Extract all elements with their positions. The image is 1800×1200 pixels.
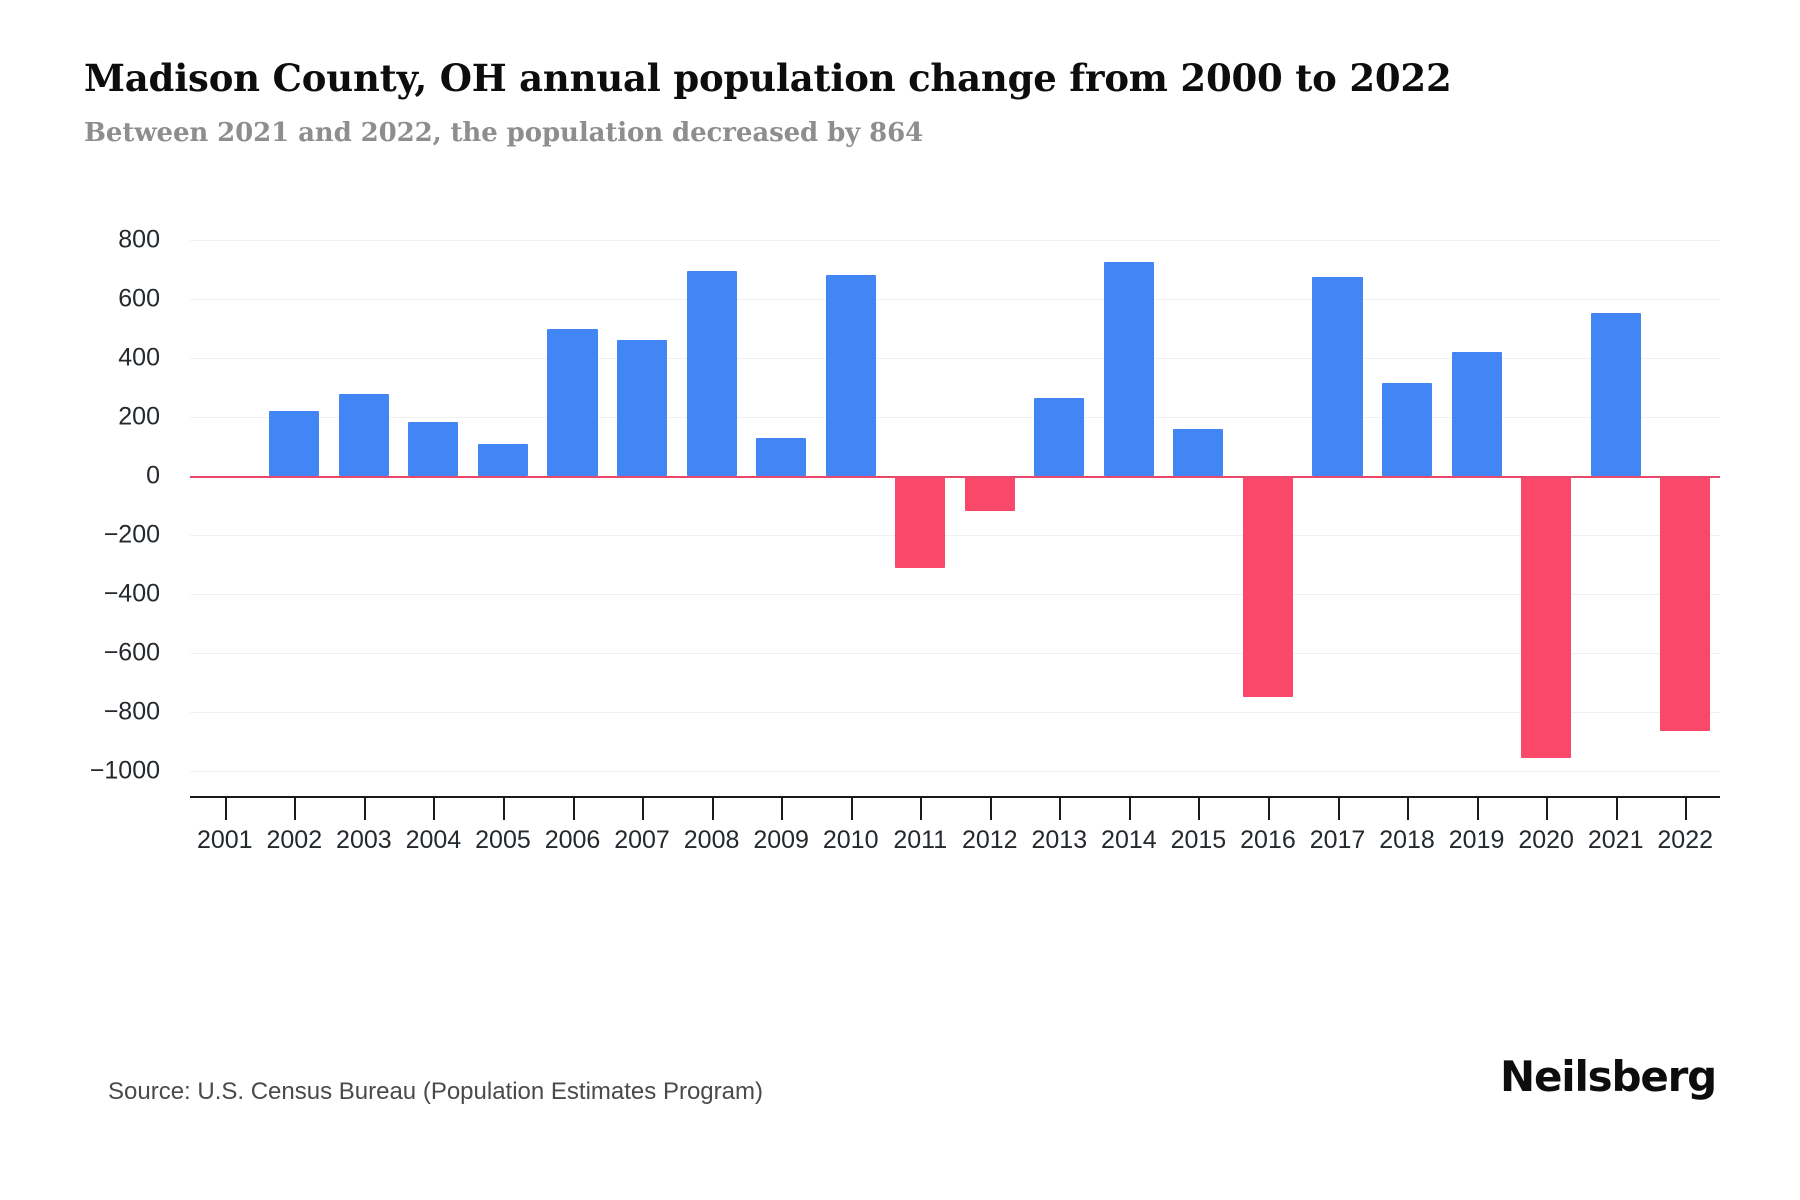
x-tick bbox=[363, 798, 366, 820]
y-tick-label: 600 bbox=[118, 284, 160, 313]
bar-2016[interactable] bbox=[1242, 476, 1293, 697]
x-tick bbox=[1267, 798, 1270, 820]
x-tick-label: 2015 bbox=[1170, 826, 1227, 854]
y-tick-label: −800 bbox=[103, 697, 160, 726]
y-tick-label: 800 bbox=[118, 225, 160, 254]
y-tick-label: 0 bbox=[146, 461, 160, 490]
brand-logo: Neilsberg bbox=[1500, 1052, 1717, 1101]
bar-2021[interactable] bbox=[1590, 313, 1641, 476]
x-tick bbox=[1685, 798, 1688, 820]
x-tick bbox=[224, 798, 227, 820]
x-axis-labels: 2001 2002 2003 2004 2005 2006 2007 2008 2009 2010… bbox=[190, 826, 1720, 866]
x-tick bbox=[433, 798, 436, 820]
x-tick-label: 2014 bbox=[1101, 826, 1157, 854]
gridline bbox=[190, 299, 1720, 300]
y-tick-label: −200 bbox=[103, 520, 160, 549]
bar-2022[interactable] bbox=[1660, 476, 1711, 731]
bar-2010[interactable] bbox=[825, 275, 876, 476]
x-tick-label: 2010 bbox=[822, 826, 879, 854]
y-tick-label: −600 bbox=[103, 638, 160, 667]
x-tick-label: 2006 bbox=[544, 826, 601, 854]
bar-2020[interactable] bbox=[1521, 476, 1572, 758]
gridline bbox=[190, 417, 1720, 418]
x-tick bbox=[711, 798, 714, 820]
y-tick-label: 200 bbox=[118, 402, 160, 431]
plot-area bbox=[190, 240, 1720, 772]
bar-2019[interactable] bbox=[1451, 352, 1502, 476]
x-tick-label: 2004 bbox=[405, 826, 462, 854]
x-tick-label: 2021 bbox=[1587, 826, 1644, 854]
x-tick bbox=[850, 798, 853, 820]
bar-2015[interactable] bbox=[1173, 428, 1224, 476]
x-tick bbox=[642, 798, 645, 820]
bar-2012[interactable] bbox=[964, 476, 1015, 511]
x-tick-label: 2007 bbox=[614, 826, 670, 854]
x-tick-label: 2018 bbox=[1379, 826, 1435, 854]
gridline bbox=[190, 653, 1720, 654]
x-tick-label: 2013 bbox=[1031, 826, 1088, 854]
x-tick bbox=[1059, 798, 1062, 820]
x-tick bbox=[920, 798, 923, 820]
x-tick bbox=[1337, 798, 1340, 820]
bar-2006[interactable] bbox=[547, 328, 598, 476]
x-tick bbox=[1476, 798, 1479, 820]
x-tick bbox=[1128, 798, 1131, 820]
gridline bbox=[190, 712, 1720, 713]
bar-2008[interactable] bbox=[686, 270, 737, 476]
x-tick-label: 2022 bbox=[1657, 826, 1714, 854]
y-tick-label: −400 bbox=[103, 579, 160, 608]
gridline bbox=[190, 535, 1720, 536]
bar-2004[interactable] bbox=[408, 422, 459, 476]
x-tick-label: 2009 bbox=[753, 826, 809, 854]
x-tick bbox=[781, 798, 784, 820]
bar-2002[interactable] bbox=[269, 410, 320, 476]
y-axis-labels: 800 600 400 200 0 −200 −400 −600 −800 −1000 bbox=[0, 226, 160, 785]
y-tick-label: 400 bbox=[118, 343, 160, 372]
chart-header: Madison County, OH annual population cha… bbox=[84, 56, 1724, 148]
x-tick-label: 2016 bbox=[1240, 826, 1296, 854]
x-tick-label: 2008 bbox=[683, 826, 740, 854]
x-tick-label: 2002 bbox=[266, 826, 323, 854]
bar-2005[interactable] bbox=[477, 443, 528, 476]
chart-subtitle: Between 2021 and 2022, the population de… bbox=[84, 118, 924, 148]
x-tick bbox=[1198, 798, 1201, 820]
bar-2017[interactable] bbox=[1312, 276, 1363, 476]
x-tick-label: 2020 bbox=[1518, 826, 1574, 854]
bar-2013[interactable] bbox=[1034, 398, 1085, 476]
gridline bbox=[190, 240, 1720, 241]
page-title: Madison County, OH annual population cha… bbox=[84, 56, 1452, 100]
gridline bbox=[190, 594, 1720, 595]
bar-2007[interactable] bbox=[617, 340, 668, 476]
x-axis-line bbox=[190, 796, 1720, 798]
x-tick-label: 2019 bbox=[1448, 826, 1505, 854]
x-tick bbox=[1407, 798, 1410, 820]
x-axis-ticks bbox=[190, 798, 1720, 820]
x-tick-label: 2001 bbox=[196, 826, 253, 854]
bar-2011[interactable] bbox=[895, 476, 946, 569]
x-tick bbox=[294, 798, 297, 820]
x-tick-label: 2017 bbox=[1309, 826, 1366, 854]
gridline bbox=[190, 771, 1720, 772]
x-tick bbox=[989, 798, 992, 820]
source-note: Source: U.S. Census Bureau (Population E… bbox=[108, 1078, 763, 1105]
zero-line bbox=[190, 476, 1720, 478]
y-tick-label: −1000 bbox=[89, 756, 160, 785]
bar-2018[interactable] bbox=[1382, 383, 1433, 476]
x-tick-label: 2003 bbox=[336, 826, 392, 854]
gridline bbox=[190, 358, 1720, 359]
bar-2014[interactable] bbox=[1103, 261, 1154, 476]
x-tick bbox=[1615, 798, 1618, 820]
x-tick bbox=[502, 798, 505, 820]
bar-series bbox=[190, 240, 1720, 771]
x-tick-label: 2012 bbox=[961, 826, 1018, 854]
x-tick-label: 2005 bbox=[475, 826, 531, 854]
x-tick bbox=[572, 798, 575, 820]
bar-2009[interactable] bbox=[756, 438, 807, 476]
bar-2003[interactable] bbox=[338, 393, 389, 476]
x-tick-label: 2011 bbox=[893, 826, 948, 854]
x-tick bbox=[1546, 798, 1549, 820]
